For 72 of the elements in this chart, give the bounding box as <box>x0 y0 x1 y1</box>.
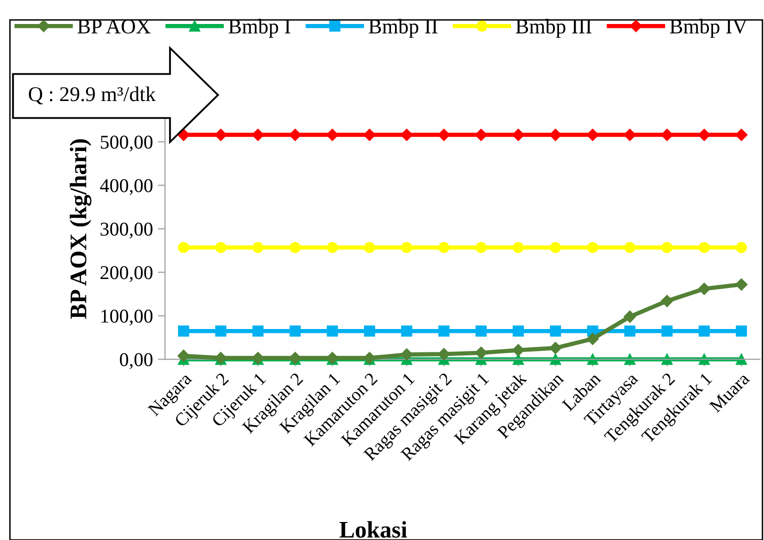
point <box>178 350 190 362</box>
point <box>550 325 562 337</box>
point <box>400 128 413 141</box>
point <box>549 342 562 354</box>
point <box>215 242 226 254</box>
point <box>624 242 636 254</box>
point <box>698 128 710 141</box>
point <box>587 354 598 365</box>
point <box>735 128 748 141</box>
point <box>624 354 636 365</box>
y-tick-label: 300,00 <box>100 222 152 239</box>
point <box>364 242 376 254</box>
point <box>549 128 562 141</box>
point <box>475 128 488 141</box>
point <box>438 242 450 254</box>
point <box>438 325 450 337</box>
point <box>624 325 636 337</box>
point <box>661 325 673 337</box>
point <box>475 346 488 359</box>
point <box>512 242 524 254</box>
point <box>512 344 524 356</box>
y-tick-label: 400,00 <box>100 179 152 196</box>
point <box>178 128 190 141</box>
point <box>698 354 710 365</box>
point <box>401 242 412 254</box>
point <box>587 242 598 254</box>
point <box>326 128 338 141</box>
point <box>512 128 524 141</box>
point <box>586 128 599 141</box>
x-axis-title: Lokasi <box>340 521 408 538</box>
point <box>363 128 376 141</box>
point <box>252 128 264 141</box>
point <box>252 242 264 254</box>
y-tick-label: 500,00 <box>100 136 152 152</box>
point <box>214 128 227 141</box>
point <box>736 354 747 365</box>
point <box>586 332 599 345</box>
point <box>326 242 338 254</box>
point <box>698 242 710 254</box>
point <box>438 128 450 141</box>
point <box>476 242 487 254</box>
point <box>178 325 190 337</box>
y-tick-label: 0,00 <box>120 353 152 370</box>
point <box>290 325 301 337</box>
point <box>698 325 710 337</box>
point <box>215 325 226 337</box>
point <box>290 242 301 254</box>
point <box>178 242 190 254</box>
y-tick-label: 200,00 <box>100 266 152 282</box>
point <box>660 128 674 141</box>
point <box>736 242 747 254</box>
point <box>735 278 748 291</box>
point <box>364 325 376 337</box>
y-tick-label: 100,00 <box>101 310 152 326</box>
point <box>476 325 487 337</box>
point <box>550 354 562 365</box>
point <box>401 325 412 337</box>
point <box>252 325 264 337</box>
point <box>624 310 636 323</box>
text: Q : 29.9 m³/dtk <box>28 86 156 104</box>
point <box>661 242 673 254</box>
point <box>736 325 747 337</box>
point <box>289 128 302 141</box>
point <box>438 348 450 360</box>
point <box>550 242 562 254</box>
point <box>661 354 673 365</box>
point <box>624 128 636 141</box>
y-axis-title: BP AOX (kg/hari) <box>70 139 92 319</box>
point <box>660 294 674 308</box>
point <box>326 325 338 337</box>
point <box>698 282 710 295</box>
point <box>512 325 524 337</box>
